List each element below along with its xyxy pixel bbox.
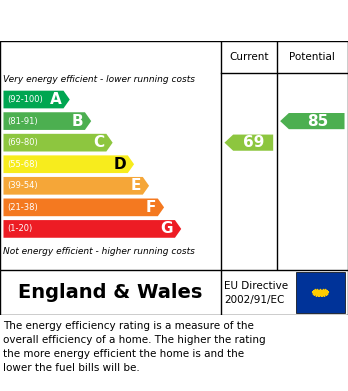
Polygon shape <box>3 134 113 151</box>
FancyBboxPatch shape <box>296 272 345 312</box>
Text: D: D <box>113 157 126 172</box>
Text: Not energy efficient - higher running costs: Not energy efficient - higher running co… <box>3 247 195 256</box>
Polygon shape <box>280 113 345 129</box>
Text: (55-68): (55-68) <box>7 160 38 169</box>
Text: E: E <box>131 178 141 193</box>
Text: 2002/91/EC: 2002/91/EC <box>224 295 285 305</box>
Text: Very energy efficient - lower running costs: Very energy efficient - lower running co… <box>3 75 196 84</box>
Text: EU Directive: EU Directive <box>224 280 288 291</box>
Text: Potential: Potential <box>290 52 335 62</box>
Text: (69-80): (69-80) <box>7 138 38 147</box>
Text: England & Wales: England & Wales <box>18 283 203 302</box>
Text: (92-100): (92-100) <box>7 95 43 104</box>
Text: G: G <box>161 221 173 237</box>
Polygon shape <box>3 155 134 173</box>
Text: C: C <box>94 135 105 150</box>
Text: B: B <box>72 114 83 129</box>
Text: (1-20): (1-20) <box>7 224 32 233</box>
Polygon shape <box>3 220 181 238</box>
Text: 69: 69 <box>243 135 265 150</box>
Text: Energy Efficiency Rating: Energy Efficiency Rating <box>50 11 298 30</box>
Text: 85: 85 <box>307 114 328 129</box>
Polygon shape <box>3 177 149 195</box>
Text: The energy efficiency rating is a measure of the
overall efficiency of a home. T: The energy efficiency rating is a measur… <box>3 321 266 373</box>
Text: A: A <box>50 92 62 107</box>
Text: (81-91): (81-91) <box>7 117 38 126</box>
Text: Current: Current <box>229 52 269 62</box>
Polygon shape <box>3 91 70 108</box>
Polygon shape <box>3 199 164 216</box>
Polygon shape <box>224 135 273 151</box>
Polygon shape <box>3 112 91 130</box>
Text: F: F <box>146 200 156 215</box>
Text: (21-38): (21-38) <box>7 203 38 212</box>
Text: (39-54): (39-54) <box>7 181 38 190</box>
